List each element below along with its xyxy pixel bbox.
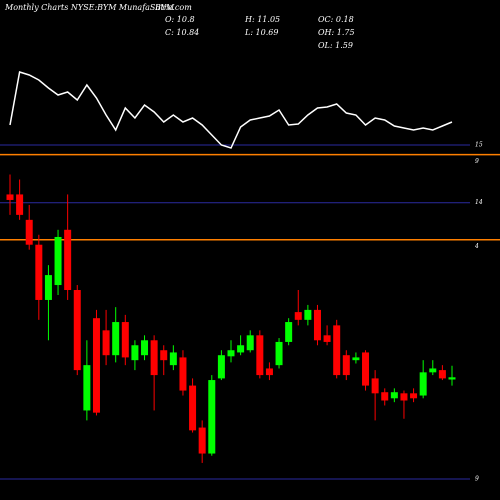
candle-body	[400, 393, 408, 401]
candle-body	[44, 275, 52, 300]
candle-body	[198, 427, 206, 454]
candle-body	[246, 335, 254, 351]
candle-body	[150, 340, 158, 376]
stat: C: 10.84	[165, 28, 199, 37]
candle-body	[160, 350, 168, 361]
candle-body	[429, 368, 437, 373]
candle-body	[92, 318, 100, 413]
candle-body	[333, 325, 341, 376]
candle-body	[131, 345, 139, 361]
candle-body	[217, 355, 225, 379]
candle-body	[362, 352, 370, 386]
candle-body	[189, 385, 197, 431]
candle-body	[304, 309, 312, 320]
stat: O: 10.8	[165, 15, 195, 24]
candle-body	[313, 309, 321, 341]
candle-body	[169, 352, 177, 366]
candle-body	[16, 194, 24, 215]
level-label: 4	[474, 243, 479, 250]
candle-body	[352, 357, 360, 361]
candle-body	[64, 229, 72, 291]
candle-body	[265, 368, 273, 376]
candle-body	[448, 377, 456, 380]
candle-body	[381, 392, 389, 401]
candle-body	[237, 345, 245, 353]
chart-title: Monthly Charts NYSE:BYM MunafaSutra.com	[4, 3, 192, 12]
stat: OL: 1.59	[318, 41, 353, 50]
stat: OH: 1.75	[318, 28, 355, 37]
candle-body	[25, 219, 33, 245]
candle-body	[371, 378, 379, 394]
candle-body	[141, 340, 149, 356]
candle-body	[390, 392, 398, 399]
candle-body	[6, 194, 14, 200]
y-tick-label: 9	[475, 475, 479, 482]
candle-body	[179, 357, 187, 391]
candle-body	[410, 393, 418, 399]
candle-body	[112, 322, 120, 356]
candle-body	[227, 350, 235, 357]
candle-body	[294, 312, 302, 320]
level-label: 9	[475, 158, 479, 165]
ticker: BYM	[154, 3, 175, 12]
candle-body	[83, 365, 91, 411]
candle-body	[121, 322, 129, 358]
candle-body	[73, 290, 81, 371]
candle-body	[419, 372, 427, 396]
indicator-tick-label: 15	[475, 142, 483, 149]
candle-body	[54, 236, 62, 286]
candle-body	[35, 244, 43, 300]
y-tick-label: 14	[475, 199, 483, 206]
candle-body	[208, 380, 216, 454]
stat: OC: 0.18	[318, 15, 354, 24]
stat: L: 10.69	[244, 28, 278, 37]
candle-body	[323, 335, 331, 342]
candle-body	[275, 341, 283, 366]
indicator-line	[9, 71, 453, 149]
stat: H: 11.05	[244, 15, 280, 24]
candle-body	[342, 355, 350, 376]
candle-body	[256, 335, 264, 376]
candle-body	[285, 322, 293, 342]
candle-body	[102, 330, 110, 356]
candle-body	[438, 370, 446, 379]
